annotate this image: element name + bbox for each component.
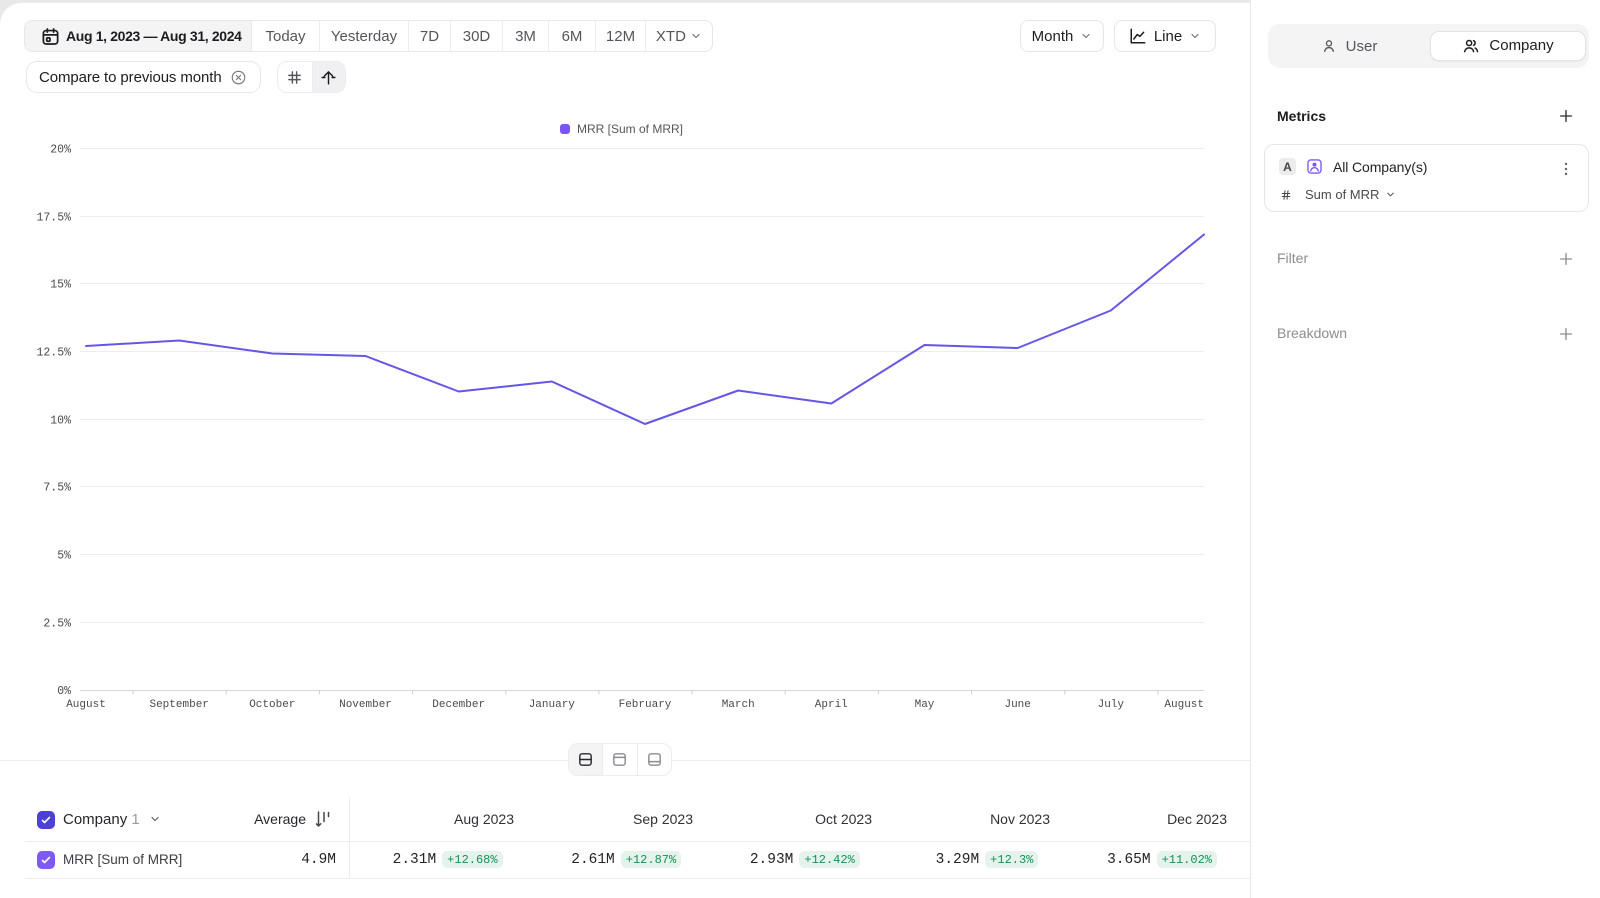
svg-text:7.5%: 7.5% [43,482,71,495]
svg-text:August: August [66,699,106,711]
svg-text:20%: 20% [50,144,71,157]
svg-text:February: February [619,699,672,711]
svg-text:October: October [249,699,295,711]
svg-text:5%: 5% [57,550,71,563]
svg-text:15%: 15% [50,279,71,292]
svg-text:May: May [915,699,935,711]
svg-text:March: March [722,699,755,711]
svg-text:July: July [1098,699,1125,711]
svg-text:December: December [432,699,485,711]
svg-text:10%: 10% [50,415,71,428]
svg-text:2.5%: 2.5% [43,618,71,631]
svg-text:0%: 0% [57,685,71,698]
svg-text:September: September [149,699,208,711]
svg-text:June: June [1004,699,1030,711]
svg-text:January: January [529,699,576,711]
svg-text:November: November [339,699,392,711]
svg-text:April: April [815,699,848,711]
svg-text:17.5%: 17.5% [36,212,71,225]
svg-text:12.5%: 12.5% [36,347,71,360]
svg-text:August: August [1164,699,1204,711]
